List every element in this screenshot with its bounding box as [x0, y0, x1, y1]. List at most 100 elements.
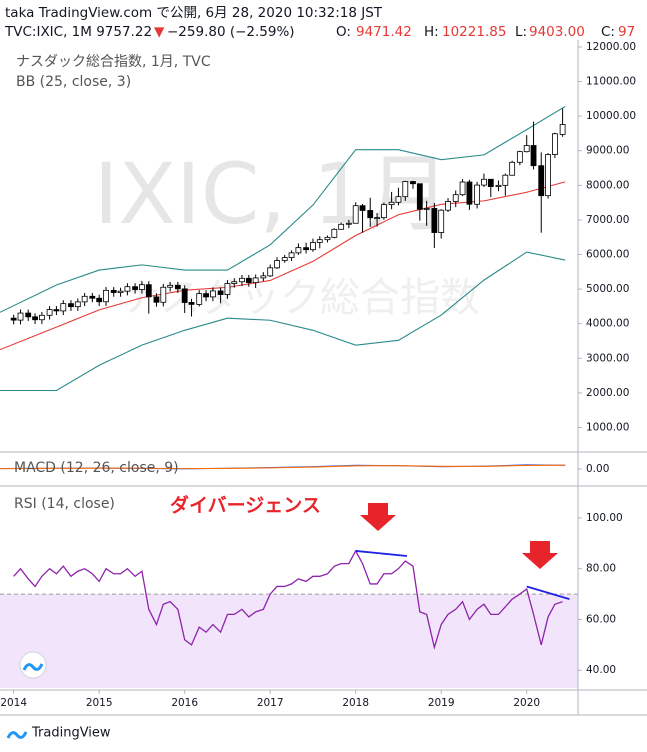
- candle-body: [331, 228, 338, 238]
- close-value: 97: [618, 24, 635, 40]
- x-tick-label: 2016: [171, 697, 198, 709]
- candle-body: [245, 277, 252, 283]
- y-tick-label: 1000.00: [586, 422, 629, 434]
- candle-body: [74, 301, 81, 308]
- candle-body: [481, 178, 487, 186]
- candle-body: [381, 204, 387, 219]
- candle-body: [10, 317, 17, 321]
- candle-body: [231, 281, 238, 284]
- candle-body: [210, 290, 216, 298]
- watermark-sub: ナスダック総合指数: [120, 275, 480, 321]
- candle-body: [96, 297, 103, 303]
- pane: RSI (14, close) ダイバージェンス: [0, 494, 578, 688]
- symbol-info: TVC:IXIC, 1M 9757.22: [4, 24, 152, 40]
- candle-body: [509, 161, 516, 176]
- candle-body: [132, 286, 138, 290]
- candle-body: [188, 302, 195, 305]
- candle-body: [68, 303, 74, 308]
- candle-body: [224, 283, 231, 295]
- pane: MACD (12, 26, close, 9): [0, 460, 566, 476]
- annotation: ダイバージェンス: [170, 494, 321, 517]
- candle-body: [559, 124, 566, 135]
- series-line: [0, 464, 566, 470]
- y-tick-label: 5000.00: [586, 283, 629, 295]
- x-tick-label: 2018: [342, 697, 369, 709]
- candle-body: [459, 181, 466, 196]
- candle-body: [81, 295, 88, 303]
- candle-body: [445, 201, 451, 211]
- candle-body: [53, 309, 60, 312]
- series-line: [13, 549, 563, 650]
- footer: TradingView: [6, 726, 111, 741]
- x-tick-label: 2020: [513, 697, 540, 709]
- candle-body: [388, 201, 395, 206]
- series-line: [526, 585, 570, 601]
- candle-body: [452, 194, 459, 202]
- brand: TradingView: [31, 726, 111, 741]
- y-tick-label: 6000.00: [586, 249, 629, 261]
- logo-wave: [22, 663, 44, 671]
- candle-body: [60, 303, 67, 312]
- pane-title: ナスダック総合指数, 1月, TVC: [16, 54, 211, 70]
- candle-body: [487, 178, 494, 187]
- y-tick-label: 12000.00: [586, 41, 636, 53]
- footer-logo: [6, 731, 28, 739]
- candle-body: [466, 181, 473, 205]
- publish-info: taka TradingView.com で公開, 6月 28, 2020 10…: [5, 5, 383, 21]
- candle-body: [345, 222, 352, 225]
- y-tick-label: 11000.00: [586, 76, 636, 88]
- candle-body: [338, 223, 345, 230]
- y-tick-label: 7000.00: [586, 214, 629, 226]
- y-tick-label: 40.00: [586, 664, 616, 676]
- candle-body: [431, 208, 438, 233]
- candle-body: [260, 275, 267, 279]
- candle-body: [217, 290, 224, 295]
- candle-body: [402, 181, 409, 198]
- candle-body: [324, 236, 331, 241]
- candle-body: [32, 316, 38, 321]
- arrow-down: [360, 503, 396, 531]
- arrow-down: [522, 541, 558, 569]
- candle-body: [374, 217, 380, 220]
- candle-body: [538, 165, 545, 197]
- candle-body: [174, 284, 181, 290]
- candle-body: [110, 289, 117, 293]
- candle-body: [552, 133, 558, 155]
- open-value: 9471.42: [356, 24, 412, 40]
- y-tick-label: 0.00: [586, 463, 609, 475]
- y-tick-label: 4000.00: [586, 318, 629, 330]
- series-line: [0, 251, 566, 392]
- candle-body: [38, 314, 45, 321]
- candle-body: [46, 309, 53, 316]
- candle-body: [474, 184, 481, 205]
- tv-logo-badge: [19, 651, 47, 679]
- candle-body: [530, 145, 537, 167]
- x-tick-label: 2015: [86, 697, 113, 709]
- candle-body: [316, 239, 323, 243]
- candle-body: [367, 210, 374, 219]
- candle-body: [239, 277, 245, 283]
- candle-body: [103, 289, 109, 303]
- candle-body: [267, 267, 274, 277]
- candle-body: [160, 286, 167, 303]
- y-tick-label: 10000.00: [586, 110, 636, 122]
- series-line: [355, 550, 408, 557]
- candle-body: [153, 296, 160, 303]
- candle-body: [352, 205, 359, 224]
- change: −259.80 (−2.59%): [167, 24, 295, 40]
- candle-body: [295, 247, 302, 254]
- low-label: L:: [515, 24, 527, 40]
- candle-body: [274, 260, 280, 269]
- candle-body: [281, 257, 288, 261]
- high-value: 10221.85: [442, 24, 506, 40]
- candle-body: [124, 286, 131, 292]
- candle-body: [252, 277, 259, 283]
- x-tick-label: 2014: [0, 697, 27, 709]
- candle-body: [523, 145, 530, 153]
- rsi-band: [0, 594, 578, 688]
- candle-body: [502, 174, 509, 186]
- y-tick-label: 100.00: [586, 512, 623, 524]
- x-tick-label: 2019: [428, 697, 455, 709]
